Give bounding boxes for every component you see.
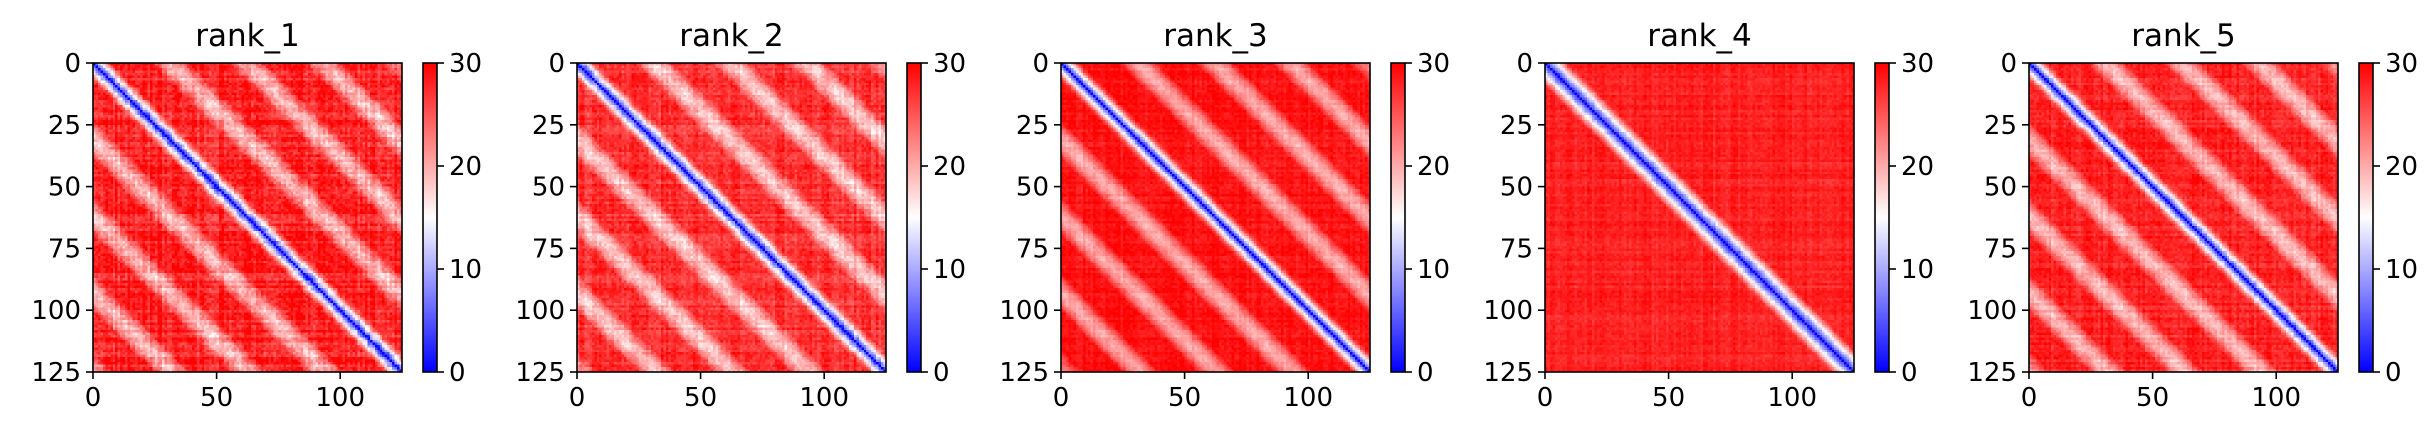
colorbar xyxy=(1875,63,1889,372)
colorbar-tick-label: 20 xyxy=(933,152,966,182)
y-tick-label: 25 xyxy=(1984,111,2017,141)
x-tick-label: 50 xyxy=(200,383,233,413)
heatmap-image-rank_2 xyxy=(577,63,886,372)
x-tick-label: 0 xyxy=(569,383,586,413)
y-tick-label: 50 xyxy=(1984,173,2017,203)
colorbar-tick-label: 30 xyxy=(1901,49,1934,79)
y-tick-label: 100 xyxy=(515,296,565,326)
y-tick-label: 0 xyxy=(64,49,81,79)
axes-frame xyxy=(576,62,887,373)
y-tick-label: 50 xyxy=(1500,173,1533,203)
x-tick-label: 100 xyxy=(1283,383,1333,413)
colorbar-frame xyxy=(1874,62,1890,373)
y-tick-label: 125 xyxy=(515,358,565,388)
colorbar-tick-label: 10 xyxy=(1417,255,1450,285)
y-tick-label: 0 xyxy=(1032,49,1049,79)
x-tick-label: 100 xyxy=(799,383,849,413)
colorbar-tick-label: 30 xyxy=(2385,49,2418,79)
chart-title: rank_3 xyxy=(1163,18,1268,54)
colorbar-frame xyxy=(906,62,922,373)
colorbar-tick-label: 20 xyxy=(1901,152,1934,182)
y-tick-label: 25 xyxy=(48,111,81,141)
x-tick-label: 0 xyxy=(1053,383,1070,413)
colorbar-tick-label: 30 xyxy=(1417,49,1450,79)
colorbar-tick-label: 0 xyxy=(1417,358,1434,388)
y-tick-label: 0 xyxy=(548,49,565,79)
y-tick-label: 100 xyxy=(1967,296,2017,326)
heatmap-image-rank_4 xyxy=(1545,63,1854,372)
y-tick-label: 0 xyxy=(2000,49,2017,79)
y-tick-label: 75 xyxy=(1016,234,1049,264)
colorbar-tick-label: 20 xyxy=(2385,152,2418,182)
colorbar xyxy=(423,63,437,372)
y-tick-label: 125 xyxy=(31,358,81,388)
colorbar xyxy=(907,63,921,372)
y-tick-label: 75 xyxy=(532,234,565,264)
colorbar-tick-label: 0 xyxy=(1901,358,1918,388)
x-tick-label: 0 xyxy=(1537,383,1554,413)
x-tick-label: 50 xyxy=(2136,383,2169,413)
chart-title: rank_4 xyxy=(1647,18,1752,54)
colorbar xyxy=(2359,63,2373,372)
y-tick-label: 0 xyxy=(1516,49,1533,79)
colorbar-tick-label: 10 xyxy=(2385,255,2418,285)
y-tick-label: 125 xyxy=(1483,358,1533,388)
y-tick-label: 100 xyxy=(1483,296,1533,326)
colorbar-frame xyxy=(2358,62,2374,373)
colorbar xyxy=(1391,63,1405,372)
colorbar-tick-label: 10 xyxy=(1901,255,1934,285)
axes-frame xyxy=(92,62,403,373)
y-tick-label: 25 xyxy=(1016,111,1049,141)
chart-title: rank_5 xyxy=(2131,18,2236,54)
x-tick-label: 50 xyxy=(1652,383,1685,413)
x-tick-label: 100 xyxy=(2251,383,2301,413)
y-tick-label: 100 xyxy=(31,296,81,326)
axes-frame xyxy=(1544,62,1855,373)
x-tick-label: 0 xyxy=(85,383,102,413)
colorbar-frame xyxy=(422,62,438,373)
colorbar-tick-label: 10 xyxy=(933,255,966,285)
y-tick-label: 75 xyxy=(48,234,81,264)
chart-title: rank_2 xyxy=(679,18,784,54)
colorbar-tick-label: 30 xyxy=(449,49,482,79)
y-tick-label: 100 xyxy=(999,296,1049,326)
x-tick-label: 100 xyxy=(315,383,365,413)
x-tick-label: 50 xyxy=(1168,383,1201,413)
y-tick-label: 75 xyxy=(1500,234,1533,264)
x-tick-label: 50 xyxy=(684,383,717,413)
y-tick-label: 50 xyxy=(1016,173,1049,203)
heatmap-image-rank_1 xyxy=(93,63,402,372)
colorbar-frame xyxy=(1390,62,1406,373)
y-tick-label: 50 xyxy=(532,173,565,203)
colorbar-tick-label: 0 xyxy=(933,358,950,388)
colorbar-tick-label: 0 xyxy=(449,358,466,388)
colorbar-tick-label: 20 xyxy=(449,152,482,182)
colorbar-tick-label: 0 xyxy=(2385,358,2402,388)
y-tick-label: 125 xyxy=(999,358,1049,388)
y-tick-label: 75 xyxy=(1984,234,2017,264)
colorbar-tick-label: 10 xyxy=(449,255,482,285)
colorbar-tick-label: 20 xyxy=(1417,152,1450,182)
x-tick-label: 0 xyxy=(2021,383,2038,413)
y-tick-label: 25 xyxy=(1500,111,1533,141)
y-tick-label: 25 xyxy=(532,111,565,141)
heatmap-image-rank_3 xyxy=(1061,63,1370,372)
y-tick-label: 50 xyxy=(48,173,81,203)
colorbar-tick-label: 30 xyxy=(933,49,966,79)
heatmap-image-rank_5 xyxy=(2029,63,2338,372)
chart-title: rank_1 xyxy=(195,18,300,54)
x-tick-label: 100 xyxy=(1767,383,1817,413)
axes-frame xyxy=(1060,62,1371,373)
y-tick-label: 125 xyxy=(1967,358,2017,388)
axes-frame xyxy=(2028,62,2339,373)
